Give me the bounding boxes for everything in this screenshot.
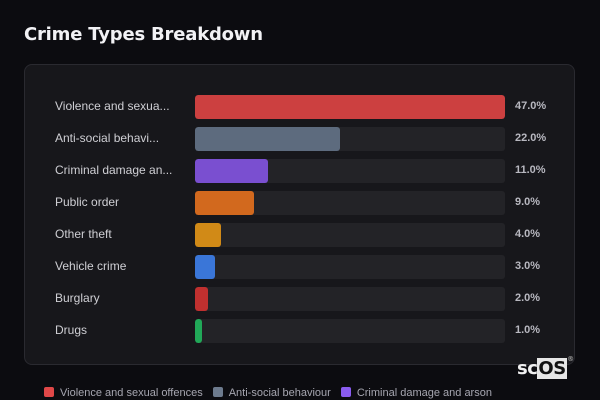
legend-swatch-icon	[340, 387, 351, 397]
bar-value: 3.0%	[515, 260, 541, 272]
bar-label: Burglary	[55, 291, 100, 305]
legend-item[interactable]: Criminal damage and arson	[340, 387, 492, 399]
bar-track	[195, 95, 505, 119]
bar-label: Public order	[55, 195, 120, 209]
bar-label: Drugs	[55, 323, 88, 337]
legend-item[interactable]: Violence and sexual offences	[44, 387, 203, 399]
bar-fill[interactable]	[195, 191, 255, 215]
legend-item[interactable]: Anti-social behaviour	[212, 387, 331, 399]
bar-fill[interactable]	[195, 287, 209, 311]
legend-label: Violence and sexual offences	[60, 387, 203, 399]
legend-label: Anti-social behaviour	[228, 387, 331, 399]
bar-row[interactable]: Violence and sexua... 47.0%	[25, 95, 574, 119]
bar-row[interactable]: Anti-social behavi... 22.0%	[25, 127, 574, 151]
legend-swatch-icon	[212, 387, 223, 397]
bar-row[interactable]: Other theft 4.0%	[25, 223, 574, 247]
legend-swatch-icon	[44, 387, 54, 397]
bar-track	[195, 287, 505, 311]
page-title: Crime Types Breakdown	[24, 24, 263, 45]
bar-value: 11.0%	[515, 164, 546, 176]
bar-track	[195, 319, 505, 343]
bar-label: Vehicle crime	[55, 259, 127, 273]
bar-track	[195, 223, 505, 247]
scos-logo: scOS ®	[517, 355, 574, 379]
logo-sc: sc	[517, 358, 538, 379]
registered-mark: ®	[567, 355, 574, 363]
bar-label: Anti-social behavi...	[55, 131, 160, 145]
chart-legend: Violence and sexual offences Anti-social …	[44, 387, 502, 399]
bar-track	[195, 255, 505, 279]
bar-row[interactable]: Criminal damage an... 11.0%	[25, 159, 574, 183]
bar-label: Violence and sexua...	[55, 99, 170, 113]
legend-label: Criminal damage and arson	[356, 387, 492, 399]
bar-track	[195, 159, 505, 183]
bar-label: Other theft	[55, 227, 112, 241]
bar-row[interactable]: Vehicle crime 3.0%	[25, 255, 574, 279]
chart-card: Violence and sexua... 47.0% Anti-social be…	[24, 64, 575, 365]
bar-value: 47.0%	[515, 100, 547, 112]
bar-value: 2.0%	[515, 292, 541, 304]
bar-row[interactable]: Public order 9.0%	[25, 191, 574, 215]
bar-value: 4.0%	[515, 228, 541, 240]
bar-fill[interactable]	[195, 95, 505, 119]
logo-os: OS	[537, 358, 567, 379]
bar-row[interactable]: Burglary 2.0%	[25, 287, 574, 311]
bar-track	[195, 127, 505, 151]
bar-value: 22.0%	[515, 132, 547, 144]
bar-label: Criminal damage an...	[55, 163, 173, 177]
bar-value: 1.0%	[515, 324, 541, 336]
bar-fill[interactable]	[195, 223, 222, 247]
bar-fill[interactable]	[195, 319, 202, 343]
bar-fill[interactable]	[195, 127, 341, 151]
bar-fill[interactable]	[195, 159, 268, 183]
bar-value: 9.0%	[515, 196, 541, 208]
bar-track	[195, 191, 505, 215]
bar-row[interactable]: Drugs 1.0%	[25, 319, 574, 343]
bar-fill[interactable]	[195, 255, 215, 279]
